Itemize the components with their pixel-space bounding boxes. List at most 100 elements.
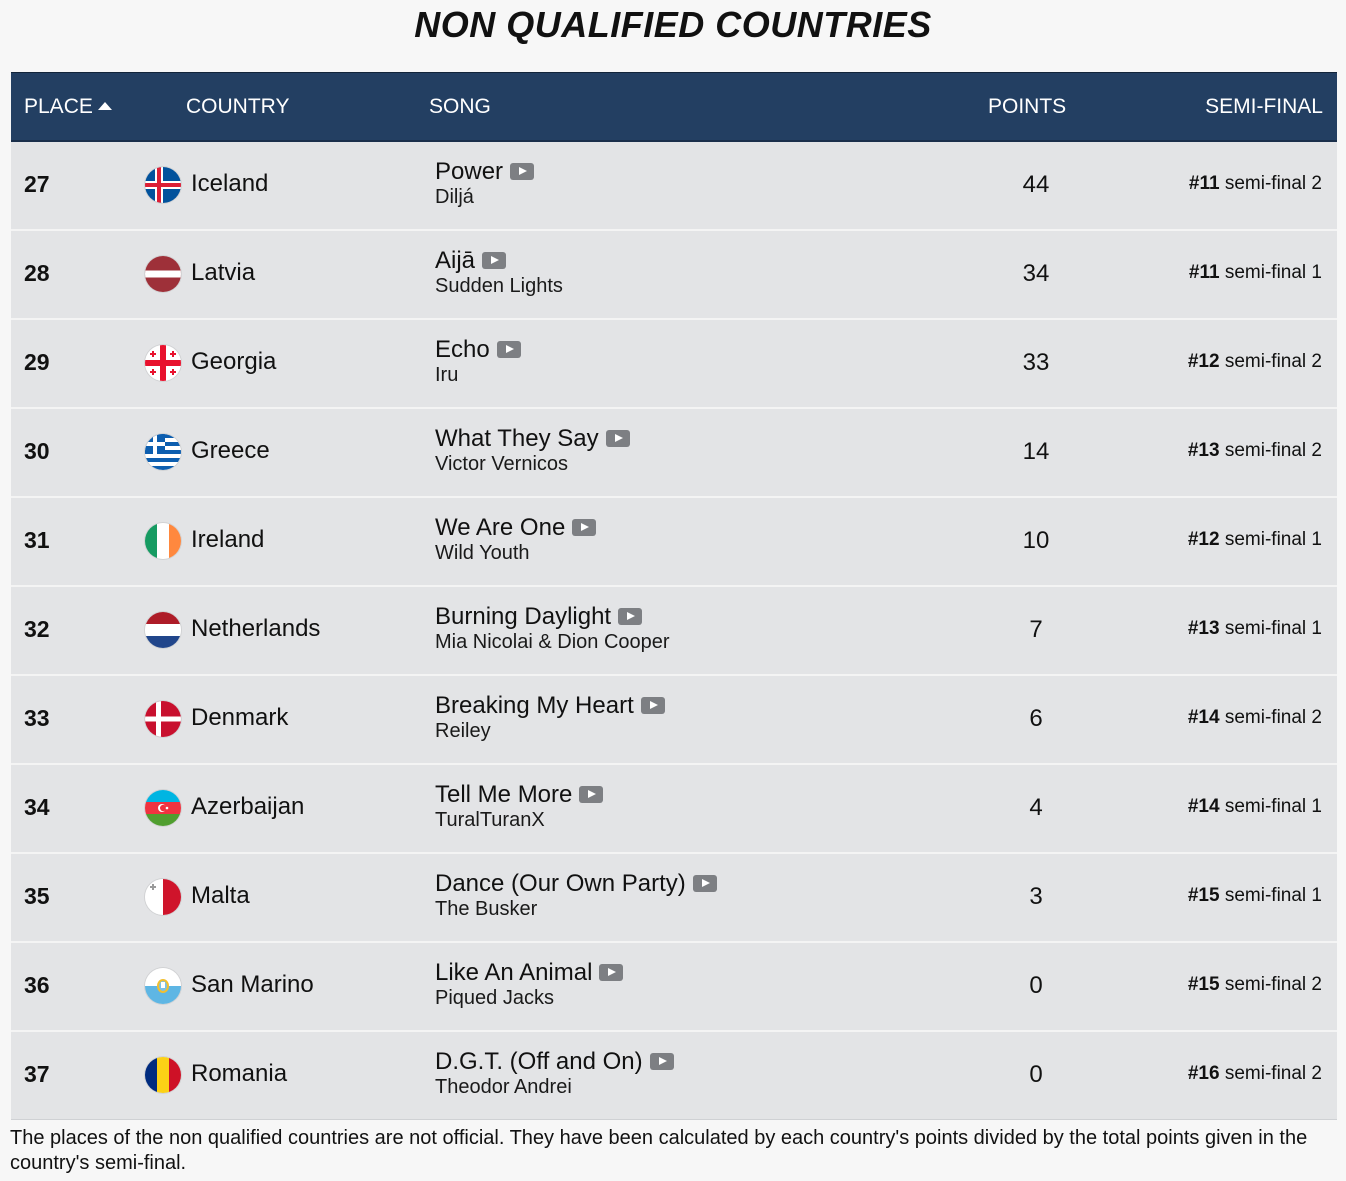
points-value: 34 — [1022, 260, 1050, 287]
column-header-place[interactable]: PLACE — [24, 95, 112, 119]
country-name: Georgia — [191, 348, 277, 375]
play-video-icon[interactable] — [572, 519, 597, 536]
song-title: Breaking My Heart — [435, 692, 634, 719]
azerbaijan-flag-icon — [145, 790, 181, 826]
column-header-song[interactable]: SONG — [429, 95, 491, 118]
place-number: 34 — [24, 794, 50, 820]
semi-final-result: #12 semi-final 2 — [1188, 351, 1322, 373]
place-number: 35 — [24, 883, 50, 909]
play-video-icon[interactable] — [510, 163, 535, 180]
semi-final-name: semi-final 1 — [1224, 618, 1322, 639]
country-name: Greece — [191, 437, 270, 464]
semi-final-result: #15 semi-final 2 — [1188, 974, 1322, 996]
semi-final-name: semi-final 1 — [1224, 529, 1322, 550]
play-video-icon[interactable] — [599, 964, 624, 981]
song-title: We Are One — [435, 514, 566, 541]
table-row: 35 Malta Dance (Our Own Party) The Buske… — [11, 854, 1337, 943]
points-value: 4 — [1029, 794, 1043, 821]
artist-name: Sudden Lights — [435, 275, 563, 297]
results-table: PLACE COUNTRY SONG POINTS SEMI-FINAL 27 … — [11, 72, 1337, 1120]
iceland-flag-icon — [145, 167, 181, 203]
song-cell: Tell Me More TuralTuranX — [435, 781, 604, 831]
play-video-icon[interactable] — [579, 786, 604, 803]
play-video-icon[interactable] — [649, 1053, 674, 1070]
song-cell: What They Say Victor Vernicos — [435, 425, 630, 475]
artist-name: The Busker — [435, 898, 538, 920]
column-header-country[interactable]: COUNTRY — [186, 95, 290, 118]
semi-final-rank: #11 — [1188, 262, 1220, 283]
semi-final-rank: #12 — [1187, 529, 1220, 550]
place-number: 28 — [24, 260, 50, 286]
table-header: PLACE COUNTRY SONG POINTS SEMI-FINAL — [11, 72, 1337, 142]
semi-final-rank: #16 — [1187, 1063, 1220, 1084]
artist-name: Piqued Jacks — [435, 987, 554, 1009]
table-row: 32 Netherlands Burning Daylight Mia Nico… — [11, 587, 1337, 676]
country-name: Ireland — [191, 526, 265, 553]
denmark-flag-icon — [145, 701, 181, 737]
country-name: Denmark — [191, 704, 289, 731]
song-cell: Like An Animal Piqued Jacks — [435, 959, 624, 1009]
semi-final-rank: #15 — [1187, 974, 1220, 995]
column-header-points[interactable]: POINTS — [988, 95, 1067, 118]
page-title: NON QUALIFIED COUNTRIES — [414, 4, 932, 45]
points-value: 3 — [1029, 883, 1043, 910]
semi-final-result: #13 semi-final 1 — [1188, 618, 1322, 640]
place-number: 27 — [24, 171, 50, 197]
table-body: 27 Iceland Power Diljá 44 #11 semi-final… — [11, 142, 1337, 1119]
points-value: 10 — [1022, 527, 1050, 554]
table-row: 29 Georgia Echo Iru 33 #12 semi-final 2 — [11, 320, 1337, 409]
table-row: 30 Greece What They Say Victor Vernicos … — [11, 409, 1337, 498]
song-cell: Breaking My Heart Reiley — [435, 692, 665, 742]
song-title: Power — [435, 158, 504, 185]
semi-final-name: semi-final 2 — [1224, 440, 1322, 461]
semi-final-result: #14 semi-final 1 — [1188, 796, 1322, 818]
table-row: 37 Romania D.G.T. (Off and On) Theodor A… — [11, 1032, 1337, 1119]
semi-final-rank: #15 — [1187, 885, 1220, 906]
semi-final-result: #16 semi-final 2 — [1188, 1063, 1322, 1085]
play-video-icon[interactable] — [605, 430, 630, 447]
table-row: 34 Azerbaijan Tell Me More TuralTuranX 4… — [11, 765, 1337, 854]
points-value: 44 — [1022, 171, 1050, 198]
artist-name: Mia Nicolai & Dion Cooper — [435, 631, 670, 653]
semi-final-name: semi-final 2 — [1224, 707, 1322, 728]
place-number: 30 — [24, 438, 50, 464]
malta-flag-icon — [145, 879, 181, 915]
artist-name: TuralTuranX — [435, 809, 545, 831]
sort-ascending-icon — [97, 102, 112, 110]
column-header-semi-final[interactable]: SEMI-FINAL — [1205, 95, 1323, 118]
georgia-flag-icon — [145, 345, 181, 381]
song-cell: Burning Daylight Mia Nicolai & Dion Coop… — [435, 603, 670, 653]
song-title: Dance (Our Own Party) — [435, 870, 686, 897]
place-number: 32 — [24, 616, 50, 642]
song-cell: Power Diljá — [435, 158, 535, 208]
country-name: Azerbaijan — [191, 793, 305, 820]
points-value: 33 — [1022, 349, 1050, 376]
semi-final-rank: #12 — [1187, 351, 1220, 372]
points-value: 14 — [1022, 438, 1050, 465]
semi-final-result: #14 semi-final 2 — [1188, 707, 1322, 729]
table-row: 28 Latvia Aijā Sudden Lights 34 #11 semi… — [11, 231, 1337, 320]
play-video-icon[interactable] — [692, 875, 717, 892]
artist-name: Reiley — [435, 720, 491, 742]
semi-final-result: #15 semi-final 1 — [1188, 885, 1322, 907]
semi-final-name: semi-final 2 — [1224, 173, 1322, 194]
country-name: Netherlands — [191, 615, 321, 642]
play-video-icon[interactable] — [618, 608, 643, 625]
country-name: San Marino — [191, 971, 314, 998]
semi-final-name: semi-final 2 — [1224, 351, 1322, 372]
points-value: 0 — [1029, 1061, 1043, 1088]
footnote: The places of the non qualified countrie… — [10, 1127, 1308, 1174]
table-row: 31 Ireland We Are One Wild Youth 10 #12 … — [11, 498, 1337, 587]
points-value: 7 — [1029, 616, 1043, 643]
play-video-icon[interactable] — [496, 341, 521, 358]
points-value: 6 — [1029, 705, 1043, 732]
play-video-icon[interactable] — [640, 697, 665, 714]
semi-final-result: #11 semi-final 2 — [1189, 173, 1322, 195]
place-number: 31 — [24, 527, 50, 553]
song-cell: We Are One Wild Youth — [435, 514, 597, 564]
semi-final-rank: #14 — [1187, 707, 1220, 728]
play-video-icon[interactable] — [482, 252, 507, 269]
country-name: Romania — [191, 1060, 288, 1087]
country-name: Malta — [191, 882, 250, 909]
semi-final-name: semi-final 2 — [1224, 1063, 1322, 1084]
